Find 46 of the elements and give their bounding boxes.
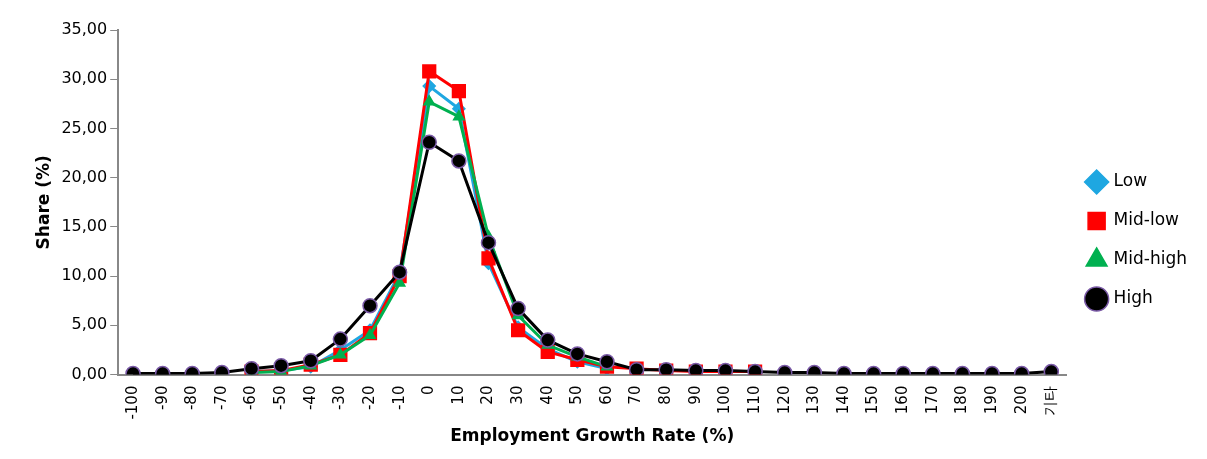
y-tick-label: 20,00 (61, 166, 108, 186)
legend-label: Low (1113, 170, 1148, 191)
x-tick-label: 0 (419, 385, 438, 396)
x-tick-label: 90 (685, 385, 704, 405)
x-tick-label: 기타 (1041, 385, 1060, 416)
x-tick-label: 120 (774, 385, 793, 415)
x-tick-label: -40 (300, 385, 319, 411)
x-tick-label: -100 (122, 385, 141, 420)
legend-label: High (1113, 287, 1153, 308)
legend-label: Mid-low (1113, 209, 1180, 230)
x-tick-label: -50 (271, 385, 290, 411)
y-tick-label: 15,00 (61, 216, 108, 236)
x-tick-label: 190 (981, 385, 1000, 415)
x-tick-label: 150 (863, 385, 882, 415)
legend-label: Mid-high (1113, 248, 1188, 269)
x-tick-label: 180 (952, 385, 971, 415)
x-tick-label: 10 (448, 385, 467, 405)
x-tick-label: 130 (804, 385, 823, 415)
x-tick-label: 170 (922, 385, 941, 415)
x-tick-label: 140 (833, 385, 852, 415)
y-tick-label: 30,00 (61, 68, 108, 88)
x-tick-label: 100 (715, 385, 734, 415)
x-tick-label: 80 (656, 385, 675, 405)
x-tick-label: -60 (241, 385, 260, 411)
x-tick-label: -20 (359, 385, 378, 411)
y-tick-label: 10,00 (61, 265, 108, 285)
y-axis-title: Share (%) (32, 155, 53, 250)
x-tick-label: -70 (211, 385, 230, 411)
x-tick-label: -10 (389, 385, 408, 411)
y-tick-label: 5,00 (71, 314, 108, 334)
x-tick-label: 30 (508, 385, 526, 405)
x-tick-label: 200 (1011, 385, 1030, 415)
x-tick-label: 110 (744, 385, 763, 415)
y-tick-label: 35,00 (61, 19, 108, 39)
x-axis-title: Employment Growth Rate (%) (450, 425, 735, 446)
x-tick-label: 60 (596, 385, 615, 405)
y-tick-label: 25,00 (61, 117, 108, 137)
x-tick-label: -90 (152, 385, 171, 411)
y-tick-label: 0,00 (71, 363, 108, 383)
x-tick-label: 20 (478, 385, 497, 405)
x-tick-label: 50 (567, 385, 586, 405)
x-tick-label: 70 (626, 385, 645, 405)
x-tick-label: 40 (537, 385, 556, 405)
x-tick-label: 160 (893, 385, 912, 415)
x-tick-label: -30 (330, 385, 349, 411)
x-tick-label: -80 (182, 385, 201, 411)
